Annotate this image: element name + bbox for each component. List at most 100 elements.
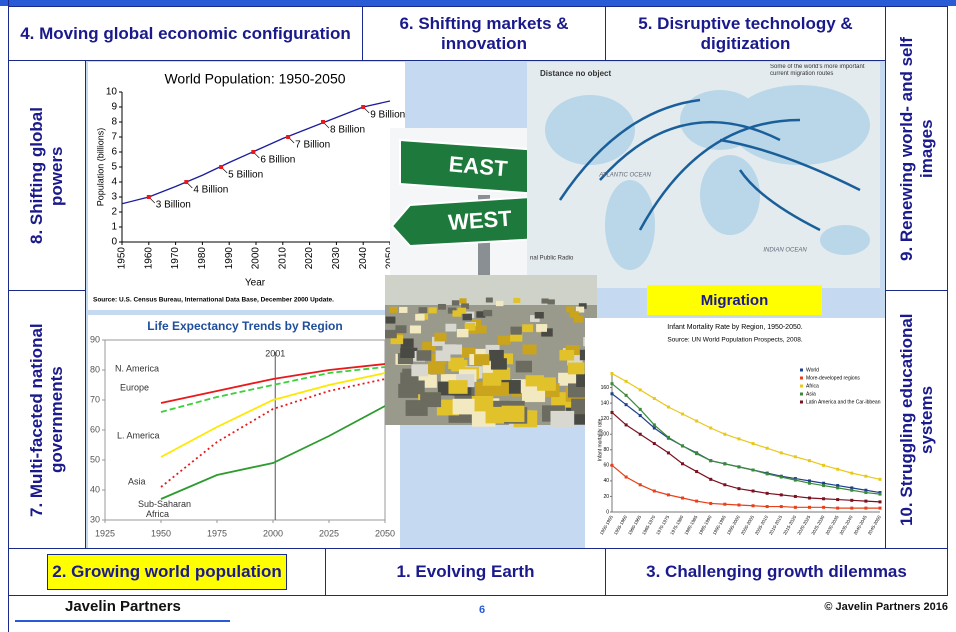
photo-detail	[483, 310, 492, 316]
map-legend-box: Some of the world's more important curre…	[770, 64, 875, 88]
photo-detail	[399, 307, 407, 313]
photo-detail	[411, 364, 428, 376]
marker	[667, 406, 670, 409]
marker	[752, 490, 755, 493]
marker	[766, 447, 769, 450]
source: Source: U.S. Census Bureau, Internationa…	[93, 297, 334, 304]
x-tick-label: 1950	[151, 528, 171, 538]
photo-detail	[389, 307, 397, 313]
marker	[695, 420, 698, 423]
page-number: 6	[479, 604, 485, 616]
chart-subtitle: Source: UN World Population Prospects, 2…	[667, 337, 803, 344]
marker	[709, 459, 712, 462]
map-land	[700, 155, 760, 235]
marker	[836, 486, 839, 489]
photo-detail	[419, 307, 427, 313]
photo-detail	[510, 327, 521, 335]
photo-detail	[463, 314, 472, 321]
ocean-label: INDIAN OCEAN	[763, 248, 807, 254]
photo-detail	[457, 329, 469, 337]
milestone-label: 6 Billion	[260, 155, 295, 166]
marker	[808, 459, 811, 462]
marker	[794, 455, 797, 458]
marker	[639, 408, 642, 411]
milestone-label: 4 Billion	[193, 185, 228, 196]
y-axis-label: Population (billions)	[95, 128, 105, 207]
x-tick-label: 2050	[375, 528, 395, 538]
marker	[794, 495, 797, 498]
marker	[766, 492, 769, 495]
marker	[639, 483, 642, 486]
photo-detail	[385, 330, 397, 338]
photo-detail	[434, 333, 446, 342]
y-tick-label: 40	[90, 484, 100, 494]
footer-rule	[15, 620, 230, 622]
map-credit: nal Public Radio	[530, 256, 574, 262]
marker	[822, 506, 825, 509]
chart-title: World Population: 1950-2050	[164, 71, 345, 87]
photo-detail	[498, 336, 511, 345]
series-label: Asia	[128, 476, 146, 486]
marker	[667, 451, 670, 454]
marker	[879, 500, 882, 503]
photo-detail	[428, 307, 436, 313]
milestone-label: 7 Billion	[295, 140, 330, 151]
legend-label: Latin America and the Car-ibbean	[806, 399, 881, 405]
legend-swatch	[800, 369, 803, 372]
photo-detail	[513, 298, 520, 303]
marker	[737, 504, 740, 507]
series-label: L. America	[117, 430, 160, 440]
series-label: Europe	[120, 382, 149, 392]
y-tick-label: 80	[603, 447, 609, 453]
marker	[723, 503, 726, 506]
slide: 4. Moving global economic configuration …	[0, 0, 956, 632]
ocean-label: ATLANTIC OCEAN	[598, 173, 651, 179]
legend-label: Africa	[806, 383, 819, 389]
y-tick-label: 4	[111, 177, 117, 188]
map-legend: Some of the world's more important curre…	[770, 64, 875, 78]
marker	[836, 468, 839, 471]
x-tick-label: 2025	[319, 528, 339, 538]
photo-detail	[541, 298, 548, 303]
x-tick-label: 2010	[277, 247, 288, 270]
footer-left: Javelin Partners	[65, 598, 181, 615]
y-tick-label: 0	[111, 237, 117, 248]
marker	[780, 493, 783, 496]
milestone-label: 3 Billion	[156, 200, 191, 211]
marker	[808, 482, 811, 485]
marker	[695, 452, 698, 455]
y-tick-label: 60	[603, 463, 609, 469]
sign-text: EAST	[448, 151, 509, 181]
photo-detail	[428, 362, 445, 374]
x-tick-label: 1990	[224, 247, 235, 270]
marker	[611, 464, 614, 467]
y-tick-label: 8	[111, 117, 117, 128]
marker	[808, 506, 811, 509]
marker	[864, 475, 867, 478]
photo-detail	[550, 411, 574, 428]
legend-swatch	[800, 377, 803, 380]
marker	[653, 423, 656, 426]
marker	[625, 423, 628, 426]
y-axis-label: Infant mortality rate	[597, 418, 603, 461]
marker	[879, 493, 882, 496]
marker	[611, 392, 614, 395]
y-tick-label: 30	[90, 514, 100, 524]
photo-detail	[548, 299, 555, 304]
x-tick-label: 2000	[263, 528, 283, 538]
photo-detail	[406, 400, 428, 416]
x-tick-label: 2030	[331, 247, 342, 270]
milestone	[361, 105, 365, 109]
marker	[709, 478, 712, 481]
photo-detail	[386, 317, 396, 324]
marker	[822, 497, 825, 500]
marker	[737, 465, 740, 468]
photo-detail	[445, 324, 456, 332]
legend-label: Asia	[806, 391, 816, 397]
y-tick-label: 6	[111, 147, 117, 158]
marker	[611, 411, 614, 414]
x-axis-label: Year	[245, 278, 266, 289]
marker	[752, 442, 755, 445]
photo-detail	[489, 350, 504, 361]
milestone	[321, 120, 325, 124]
